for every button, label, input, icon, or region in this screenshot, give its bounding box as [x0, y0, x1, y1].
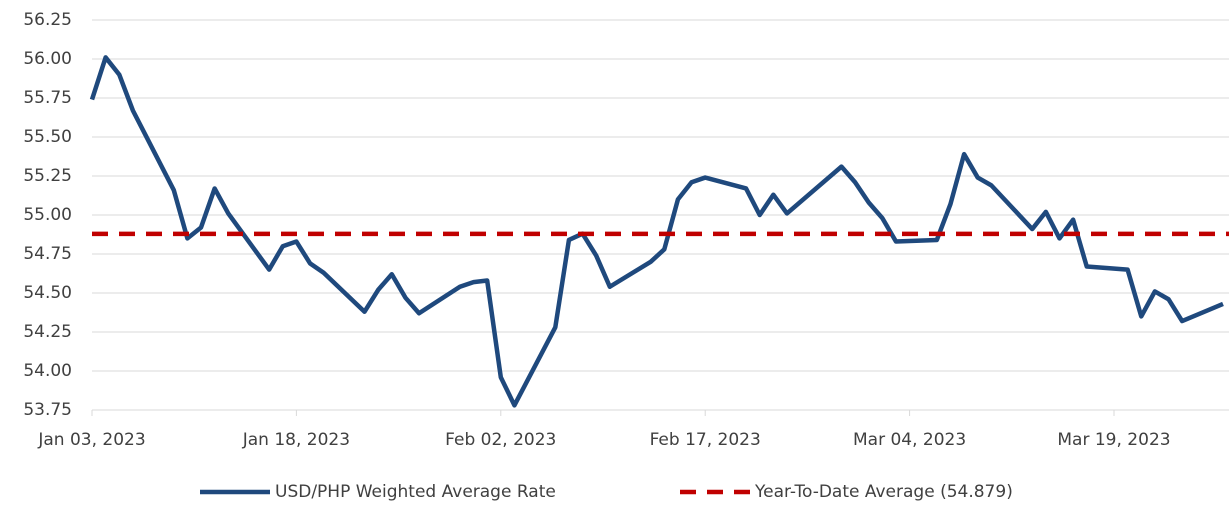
y-tick-label: 53.75 [23, 400, 72, 420]
y-tick-label: 55.25 [23, 166, 72, 186]
legend-label: USD/PHP Weighted Average Rate [275, 482, 556, 502]
y-tick-label: 55.50 [23, 127, 72, 147]
data-line [89, 55, 1224, 408]
y-tick-label: 54.50 [23, 283, 72, 303]
y-tick-label: 54.25 [23, 322, 72, 342]
y-tick-label: 55.75 [23, 88, 72, 108]
y-tick-label: 54.75 [23, 244, 72, 264]
y-tick-label: 54.00 [23, 361, 72, 381]
x-tick-label: Feb 02, 2023 [445, 430, 556, 450]
x-tick-label: Mar 04, 2023 [853, 430, 966, 450]
y-tick-label: 55.00 [23, 205, 72, 225]
x-tick-label: Mar 19, 2023 [1057, 430, 1170, 450]
y-tick-label: 56.25 [23, 10, 72, 30]
legend-label: Year-To-Date Average (54.879) [754, 482, 1013, 502]
x-tick-label: Feb 17, 2023 [650, 430, 761, 450]
x-tick-label: Jan 03, 2023 [37, 430, 145, 450]
x-tick-label: Jan 18, 2023 [242, 430, 350, 450]
y-tick-label: 56.00 [23, 49, 72, 69]
